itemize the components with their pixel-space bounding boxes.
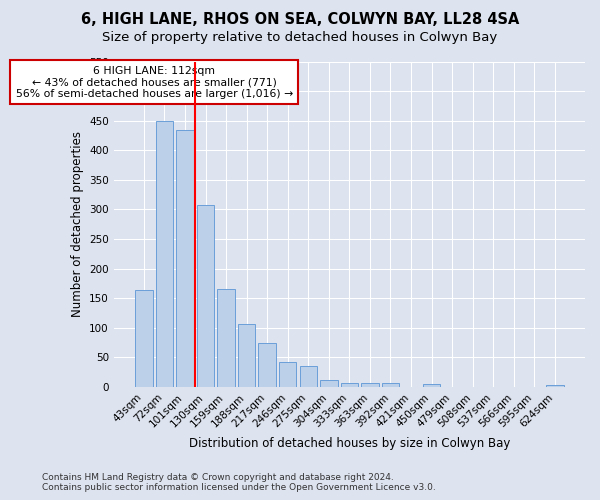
- Bar: [382, 384, 399, 387]
- Bar: [217, 288, 235, 387]
- Text: 6 HIGH LANE: 112sqm
← 43% of detached houses are smaller (771)
56% of semi-detac: 6 HIGH LANE: 112sqm ← 43% of detached ho…: [16, 66, 293, 99]
- Text: Size of property relative to detached houses in Colwyn Bay: Size of property relative to detached ho…: [103, 31, 497, 44]
- Bar: [135, 290, 152, 387]
- X-axis label: Distribution of detached houses by size in Colwyn Bay: Distribution of detached houses by size …: [188, 437, 510, 450]
- Bar: [176, 130, 194, 387]
- Bar: [361, 383, 379, 387]
- Bar: [279, 362, 296, 387]
- Bar: [156, 120, 173, 387]
- Text: 6, HIGH LANE, RHOS ON SEA, COLWYN BAY, LL28 4SA: 6, HIGH LANE, RHOS ON SEA, COLWYN BAY, L…: [81, 12, 519, 28]
- Text: Contains HM Land Registry data © Crown copyright and database right 2024.
Contai: Contains HM Land Registry data © Crown c…: [42, 473, 436, 492]
- Bar: [320, 380, 338, 387]
- Bar: [259, 343, 276, 387]
- Bar: [546, 384, 563, 387]
- Y-axis label: Number of detached properties: Number of detached properties: [71, 131, 83, 317]
- Bar: [238, 324, 256, 387]
- Bar: [299, 366, 317, 387]
- Bar: [197, 206, 214, 387]
- Bar: [423, 384, 440, 387]
- Bar: [341, 383, 358, 387]
